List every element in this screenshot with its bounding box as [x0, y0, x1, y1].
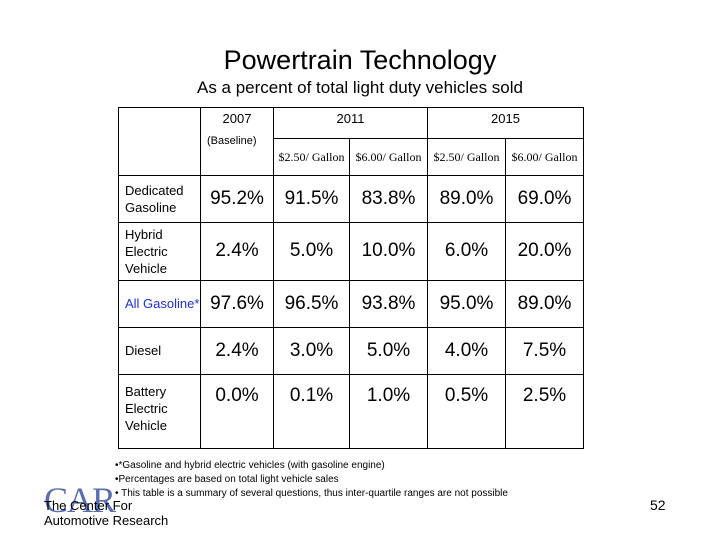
table-row: Hybrid Electric Vehicle 2.4% 5.0% 10.0% …	[118, 222, 585, 281]
table-cell: 89.0%	[504, 279, 585, 328]
year-2011-header: 2011	[273, 106, 428, 140]
table-row: Dedicated Gasoline 95.2% 91.5% 83.8% 89.…	[118, 174, 585, 224]
table-cell: 6.0%	[427, 222, 506, 281]
table-cell: 95.2%	[200, 174, 274, 224]
footnote-gasoline-hybrid: •*Gasoline and hybrid electric vehicles …	[115, 460, 385, 471]
table-cell: 2.5%	[504, 373, 585, 450]
price-header-row: $2.50/ Gallon $6.00/ Gallon $2.50/ Gallo…	[119, 138, 585, 176]
row-label-hybrid-electric: Hybrid Electric Vehicle	[118, 222, 201, 281]
table-cell: 0.1%	[273, 373, 350, 450]
table-cell: 2.4%	[200, 222, 274, 281]
year-2007-label: 2007	[222, 111, 252, 126]
table-cell: 95.0%	[427, 279, 506, 328]
table-cell: 91.5%	[273, 174, 350, 224]
year-2007-header: 2007 (Baseline)	[200, 107, 274, 176]
table-cell: 0.5%	[427, 373, 506, 450]
price-header-2015-high: $6.00/ Gallon	[504, 138, 585, 176]
powertrain-table: 2007 (Baseline) 2011 2015 $2.50/ Gallon …	[118, 106, 585, 450]
table-cell: 93.8%	[349, 279, 428, 328]
price-header-2011-low: $2.50/ Gallon	[273, 138, 350, 176]
car-logo: CAR The Center For Automotive Research	[44, 480, 244, 538]
table-row: Battery Electric Vehicle 0.0% 0.1% 1.0% …	[118, 373, 585, 450]
table-cell: 1.0%	[349, 373, 428, 450]
table-row: All Gasoline* 97.6% 96.5% 93.8% 95.0% 89…	[118, 279, 585, 328]
org-name-line2: Automotive Research	[44, 513, 169, 528]
org-name-line1: The Center For	[44, 498, 133, 513]
table-cell: 10.0%	[349, 222, 428, 281]
table-cell: 83.8%	[349, 174, 428, 224]
footnote-summary: • This table is a summary of several que…	[115, 488, 508, 499]
table-cell: 3.0%	[273, 326, 350, 375]
table-cell: 5.0%	[349, 326, 428, 375]
footnote-percentages: •Percentages are based on total light ve…	[115, 474, 339, 485]
row-label-dedicated-gasoline: Dedicated Gasoline	[118, 174, 201, 224]
year-header-row: 2007 (Baseline) 2011 2015	[118, 106, 585, 176]
table-row: Diesel 2.4% 3.0% 5.0% 4.0% 7.5%	[118, 326, 585, 375]
table-cell: 5.0%	[273, 222, 350, 281]
table-cell: 2.4%	[200, 326, 274, 375]
slide-subtitle: As a percent of total light duty vehicle…	[196, 78, 523, 97]
year-2015-header: 2015	[426, 106, 585, 140]
table-cell: 96.5%	[273, 279, 350, 328]
table-cell: 69.0%	[504, 174, 585, 224]
price-header-2015-low: $2.50/ Gallon	[427, 138, 506, 176]
table-cell: 89.0%	[427, 174, 506, 224]
table-cell: 4.0%	[427, 326, 506, 375]
price-header-2011-high: $6.00/ Gallon	[349, 138, 428, 176]
table-cell: 0.0%	[200, 373, 274, 450]
row-label-battery-electric: Battery Electric Vehicle	[118, 373, 201, 450]
baseline-note: (Baseline)	[207, 135, 257, 147]
page-number: 52	[650, 497, 666, 513]
row-label-all-gasoline: All Gasoline*	[118, 279, 201, 328]
row-label-diesel: Diesel	[118, 326, 201, 375]
table-cell: 7.5%	[504, 326, 585, 375]
table-cell: 97.6%	[200, 279, 274, 328]
slide-title: Powertrain Technology	[223, 45, 497, 75]
car-logo-mark: CAR	[44, 480, 116, 520]
footnotes: •*Gasoline and hybrid electric vehicles …	[115, 459, 675, 501]
corner-cell	[118, 107, 201, 176]
table-cell: 20.0%	[504, 222, 585, 281]
